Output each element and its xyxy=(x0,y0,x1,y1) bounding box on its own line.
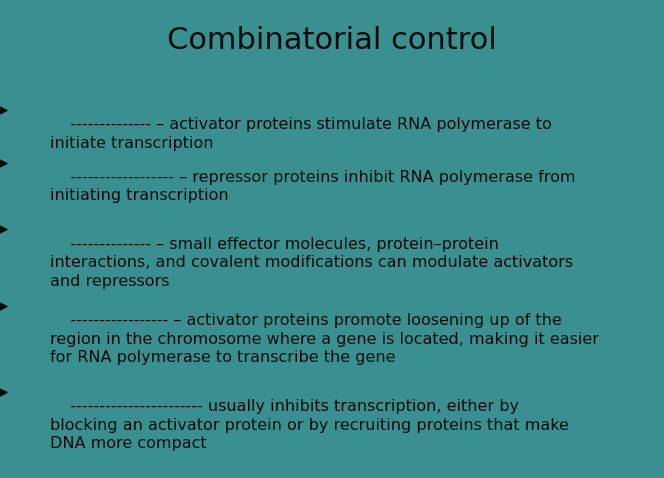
Text: ----------------- – activator proteins promote loosening up of the
region in the: ----------------- – activator proteins p… xyxy=(50,313,599,365)
Text: -------------- – small effector molecules, protein–protein
interactions, and cov: -------------- – small effector molecule… xyxy=(50,237,573,289)
Text: Combinatorial control: Combinatorial control xyxy=(167,26,497,55)
Point xyxy=(0,106,9,114)
Text: -------------- – activator proteins stimulate RNA polymerase to
initiate transcr: -------------- – activator proteins stim… xyxy=(50,117,552,151)
Point xyxy=(0,226,9,233)
Point xyxy=(0,159,9,166)
Point xyxy=(0,388,9,396)
Text: ----------------------- usually inhibits transcription, either by
blocking an ac: ----------------------- usually inhibits… xyxy=(50,399,568,451)
Text: ------------------ – repressor proteins inhibit RNA polymerase from
initiating t: ------------------ – repressor proteins … xyxy=(50,170,575,203)
Point xyxy=(0,302,9,310)
